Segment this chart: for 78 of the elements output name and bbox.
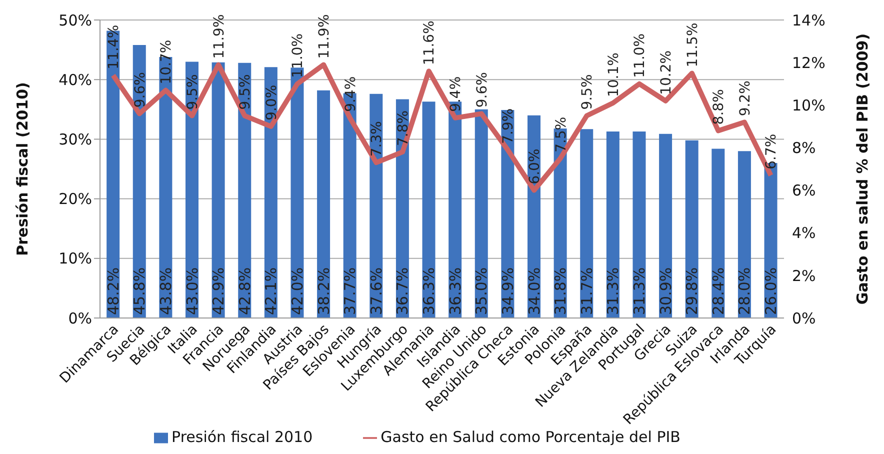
y2-tick-label: 4% — [792, 224, 816, 242]
data-label: 36.3% — [446, 267, 464, 315]
data-label: 34.0% — [525, 267, 544, 315]
data-label: 35.0% — [472, 267, 491, 315]
data-label: 45.8% — [130, 267, 149, 315]
data-label: 9.4% — [448, 76, 464, 112]
data-label: 9.4% — [342, 76, 359, 112]
data-label: 9.5% — [184, 74, 201, 110]
data-label: 30.9% — [656, 267, 675, 315]
data-label: 31.3% — [630, 267, 648, 315]
data-label: 9.6% — [474, 72, 490, 108]
legend-label: Presión fiscal 2010 — [172, 428, 313, 446]
bar — [580, 129, 594, 318]
y2-axis-title: Gasto en salud % del PIB (2009) — [853, 33, 872, 305]
data-label: 11.5% — [684, 22, 701, 68]
data-label: 10.2% — [658, 50, 675, 95]
bar — [422, 102, 436, 318]
data-label: 11.9% — [316, 14, 333, 59]
data-label: 26.0% — [762, 267, 780, 315]
y2-tick-label: 12% — [792, 54, 826, 72]
data-label: 38.2% — [314, 267, 333, 315]
data-label: 10.7% — [158, 40, 175, 84]
y-tick-label: 0% — [68, 309, 92, 328]
data-label: 31.7% — [578, 267, 596, 315]
data-label: 11.6% — [422, 20, 438, 66]
data-label: 29.8% — [683, 267, 702, 315]
data-label: 42.0% — [288, 267, 306, 315]
data-label: 31.8% — [552, 267, 570, 315]
data-label: 7.3% — [369, 121, 386, 157]
y-tick-label: 40% — [58, 70, 92, 89]
data-label: 10.1% — [606, 52, 622, 98]
y2-tick-label: 0% — [792, 309, 816, 328]
bar — [632, 131, 646, 318]
data-label: 8.8% — [711, 89, 728, 125]
data-label: 31.3% — [604, 267, 622, 315]
y-tick-label: 20% — [58, 190, 92, 208]
y2-tick-label: 6% — [792, 182, 816, 200]
data-label: 6.0% — [526, 148, 543, 184]
data-label: 9.5% — [580, 74, 596, 110]
data-label: 11.0% — [632, 33, 648, 78]
data-label: 36.3% — [420, 267, 438, 315]
y-axis-title: Presión fiscal (2010) — [13, 82, 32, 256]
data-label: 28.0% — [736, 267, 754, 315]
y-tick-label: 10% — [58, 250, 92, 268]
data-label: 42.1% — [262, 267, 280, 315]
y2-tick-label: 14% — [792, 11, 826, 30]
bar — [317, 90, 330, 318]
bar — [606, 131, 620, 318]
data-label: 9.0% — [264, 84, 280, 120]
data-label: 11.4% — [106, 24, 122, 70]
data-label: 37.6% — [367, 267, 386, 315]
data-label: 42.9% — [210, 267, 228, 315]
data-label: 28.4% — [709, 267, 728, 315]
data-label: 37.7% — [341, 267, 360, 315]
y-tick-label: 50% — [58, 11, 92, 30]
data-label: 42.8% — [236, 267, 254, 315]
bar — [659, 134, 672, 318]
legend-label: Gasto en Salud como Porcentaje del PIB — [380, 428, 680, 446]
bar — [712, 148, 725, 318]
data-label: 9.5% — [238, 74, 254, 110]
data-label: 7.5% — [553, 116, 570, 152]
data-label: 43.0% — [183, 267, 202, 315]
y2-tick-label: 10% — [792, 96, 826, 114]
y2-tick-label: 8% — [792, 139, 816, 158]
data-label: 6.7% — [764, 134, 780, 170]
data-label: 43.8% — [156, 267, 175, 315]
data-label: 9.6% — [132, 72, 148, 108]
bar — [685, 140, 698, 318]
data-label: 36.7% — [394, 267, 412, 315]
y2-tick-label: 2% — [792, 266, 816, 285]
data-label: 9.2% — [737, 80, 754, 116]
data-label: 34.9% — [498, 267, 517, 315]
data-label: 11.0% — [290, 33, 306, 78]
data-label: 7.9% — [500, 108, 517, 144]
data-label: 48.2% — [104, 267, 122, 315]
y-tick-label: 30% — [58, 130, 92, 149]
data-label: 7.8% — [395, 110, 412, 146]
data-label: 11.9% — [211, 14, 228, 59]
